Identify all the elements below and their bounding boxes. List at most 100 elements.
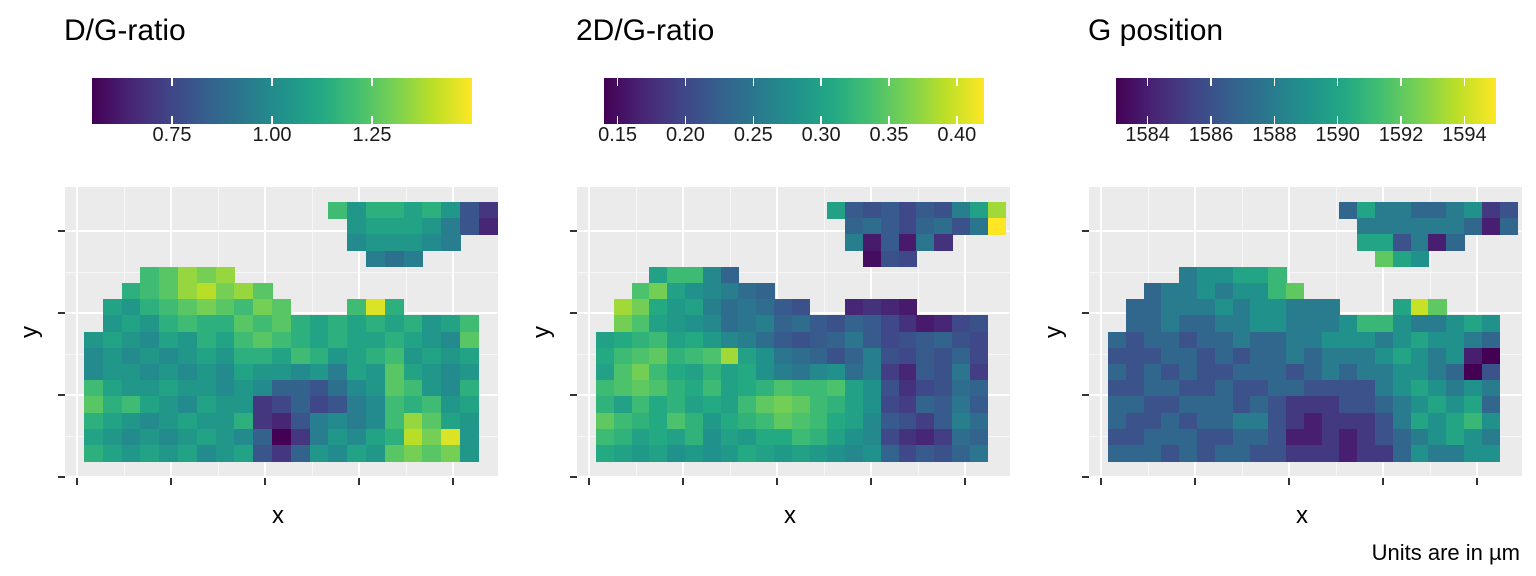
heatmap-cell xyxy=(290,315,311,333)
heatmap-cell xyxy=(1339,396,1358,414)
heatmap-cell xyxy=(1428,299,1447,316)
heatmap-cell xyxy=(738,331,757,349)
heatmap-cell xyxy=(827,396,846,414)
heatmap-cell xyxy=(969,412,989,430)
heatmap-cell xyxy=(1481,364,1501,381)
heatmap-cell xyxy=(1446,218,1465,235)
heatmap-cell xyxy=(738,428,757,446)
plot-area xyxy=(1089,187,1522,478)
heatmap-cell xyxy=(649,283,668,300)
heatmap-cell xyxy=(478,218,498,235)
colorbar-tick xyxy=(1400,78,1402,86)
heatmap-cell xyxy=(366,412,386,430)
heatmap-cell xyxy=(460,380,480,397)
heatmap-cell xyxy=(253,412,273,430)
heatmap-cell xyxy=(916,364,935,381)
heatmap-cell xyxy=(649,347,668,365)
heatmap-cell xyxy=(845,396,864,414)
heatmap-cell xyxy=(1464,364,1483,381)
heatmap-cell xyxy=(159,396,179,414)
y-axis-tick xyxy=(1082,476,1089,478)
heatmap-cell xyxy=(403,315,423,333)
heatmap-cell xyxy=(1286,380,1305,397)
heatmap-cell xyxy=(234,364,254,381)
heatmap-cell xyxy=(441,315,461,333)
heatmap-cell xyxy=(756,412,775,430)
heatmap-cell xyxy=(1232,315,1251,333)
heatmap-cell xyxy=(366,445,386,462)
heatmap-cell xyxy=(880,250,900,268)
heatmap-cell xyxy=(791,331,811,349)
heatmap-cell xyxy=(159,428,179,446)
grid-line-major xyxy=(65,476,498,478)
heatmap-cell xyxy=(1143,396,1162,414)
heatmap-cell xyxy=(1375,412,1394,430)
heatmap-cell xyxy=(102,396,123,414)
heatmap-cell xyxy=(1357,445,1376,462)
heatmap-cell xyxy=(1428,364,1447,381)
heatmap-cell xyxy=(685,396,704,414)
heatmap-cell xyxy=(121,445,141,462)
heatmap-cell xyxy=(827,202,846,219)
heatmap-cell xyxy=(685,299,704,316)
heatmap-cell xyxy=(1303,380,1323,397)
heatmap-cell xyxy=(1268,331,1287,349)
heatmap-cell xyxy=(667,380,686,397)
heatmap-cell xyxy=(1125,299,1145,316)
heatmap-cell xyxy=(1392,396,1412,414)
heatmap-cell xyxy=(272,364,292,381)
heatmap-cell xyxy=(102,331,123,349)
heatmap-cell xyxy=(1108,412,1127,430)
heatmap-cell xyxy=(196,428,217,446)
heatmap-cell xyxy=(1446,331,1465,349)
heatmap-cell xyxy=(952,445,971,462)
heatmap-cell xyxy=(84,347,104,365)
heatmap-cell xyxy=(898,364,917,381)
heatmap-cell xyxy=(1464,380,1483,397)
y-axis-tick xyxy=(58,312,65,314)
heatmap-cell xyxy=(215,315,235,333)
heatmap-cell xyxy=(1161,299,1180,316)
heatmap-cell xyxy=(720,412,739,430)
heatmap-cell xyxy=(702,445,722,462)
colorbar-tick xyxy=(616,116,619,124)
heatmap-cell xyxy=(84,412,104,430)
heatmap-cell xyxy=(84,428,104,446)
heatmap-cell xyxy=(1464,445,1483,462)
heatmap-cell xyxy=(140,396,160,414)
heatmap-cell xyxy=(1161,364,1180,381)
heatmap-cell xyxy=(1357,412,1376,430)
heatmap-cell xyxy=(384,347,405,365)
heatmap-cell xyxy=(702,331,722,349)
heatmap-cell xyxy=(159,283,179,300)
heatmap-cell xyxy=(366,331,386,349)
heatmap-cell xyxy=(178,445,198,462)
heatmap-cell xyxy=(102,380,123,397)
heatmap-cell xyxy=(863,364,882,381)
heatmap-cell xyxy=(952,364,971,381)
heatmap-cell xyxy=(667,428,686,446)
colorbar-tick-label: 0.20 xyxy=(665,124,705,146)
y-axis-tick xyxy=(1082,394,1089,396)
heatmap-cell xyxy=(366,428,386,446)
heatmap-cell xyxy=(720,315,739,333)
heatmap-cell xyxy=(215,364,235,381)
heatmap-cell xyxy=(1161,396,1180,414)
heatmap-cell xyxy=(1446,445,1465,462)
heatmap-cell xyxy=(934,396,953,414)
colorbar-tick-label: 1584 xyxy=(1125,124,1170,146)
heatmap-cell xyxy=(253,396,273,414)
heatmap-cell xyxy=(631,428,650,446)
heatmap-cell xyxy=(234,347,254,365)
heatmap-cell xyxy=(880,380,900,397)
heatmap-cell xyxy=(403,331,423,349)
heatmap-cell xyxy=(384,428,405,446)
heatmap-cell xyxy=(309,396,329,414)
colorbar-tick-label: 1590 xyxy=(1315,124,1360,146)
heatmap-cell xyxy=(738,347,757,365)
heatmap-cell xyxy=(774,396,793,414)
heatmap-cell xyxy=(1428,380,1447,397)
colorbar-tick xyxy=(271,78,273,86)
heatmap-cell xyxy=(863,428,882,446)
heatmap-cell xyxy=(234,299,254,316)
